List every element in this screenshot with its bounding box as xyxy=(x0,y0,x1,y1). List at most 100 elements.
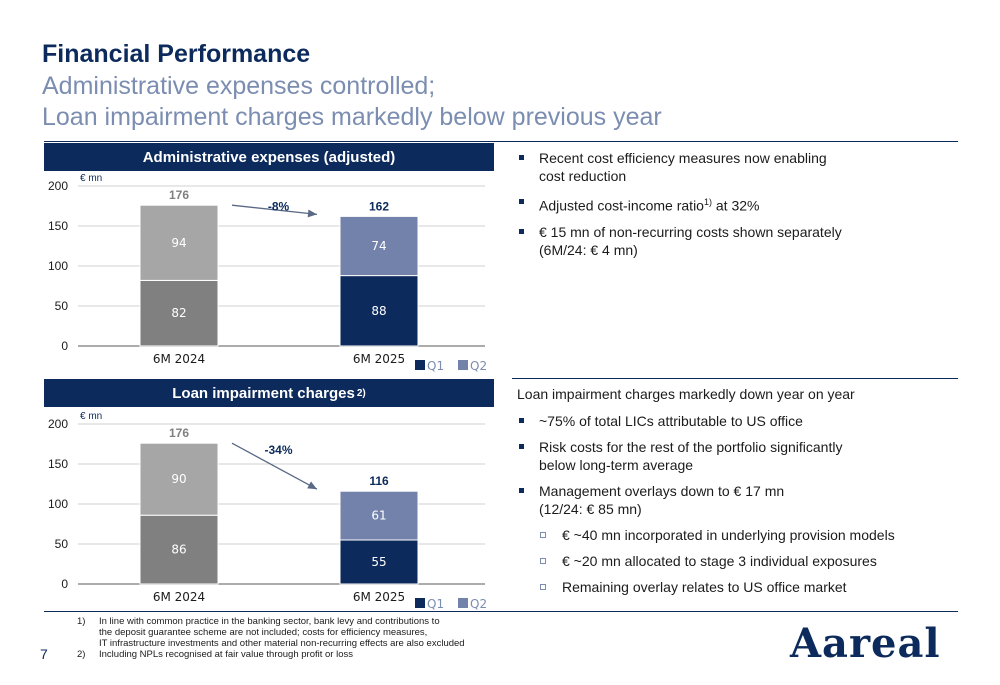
chart1-change-label: -34% xyxy=(264,443,292,457)
bottom-divider xyxy=(44,611,958,612)
admin-bullet-3-line-2: (6M/24: € 4 mn) xyxy=(539,241,638,258)
chart0-legend-label-q2: Q2 xyxy=(470,359,487,373)
loan-impairment-chart: 0 50 100 150 200 € mn 86 90 176 6M 2024 55 61 116 6M … xyxy=(40,410,500,620)
chart1-bar-q2 xyxy=(139,442,219,516)
chart1-legend-swatch-q2 xyxy=(458,598,468,608)
chart0-bar-value-label: 74 xyxy=(371,239,386,253)
lic-sub-bullet-3: Remaining overlay relates to US office m… xyxy=(517,578,957,596)
chart1-unit-label: € mn xyxy=(80,411,102,422)
chart0-legend-swatch-q1 xyxy=(415,360,425,370)
lic-intro: Loan impairment charges markedly down ye… xyxy=(517,386,855,402)
chart1-category-label: 6M 2024 xyxy=(153,590,205,604)
chart1-change-arrow-line xyxy=(231,442,318,490)
chart1-y-tick-label: 200 xyxy=(48,417,68,431)
page-title: Financial Performance xyxy=(42,40,311,68)
lic-bullet-2: Risk costs for the rest of the portfolio… xyxy=(517,438,957,474)
chart0-unit-label: € mn xyxy=(80,173,102,184)
chart0-legend-label-q1: Q1 xyxy=(427,359,444,373)
chart1-change-arrow-head xyxy=(307,481,317,490)
aareal-logo-text: Aareal xyxy=(790,620,941,667)
chart0-change-arrow-line xyxy=(231,204,318,216)
admin-bullet-3-line-1: € 15 mn of non-recurring costs shown sep… xyxy=(539,223,842,240)
admin-bullet-3: € 15 mn of non-recurring costs shown sep… xyxy=(517,223,957,259)
chart0-total-label: 176 xyxy=(169,188,189,202)
loan-impairment-heading: Loan impairment charges xyxy=(172,384,355,402)
footnote-2-text: Including NPLs recognised at fair value … xyxy=(99,649,353,660)
page-number: 7 xyxy=(40,646,48,662)
chart0-category-label: 6M 2024 xyxy=(153,352,205,366)
chart0-bar-q2 xyxy=(339,215,419,277)
chart0-total-label: 162 xyxy=(369,199,389,213)
admin-bullet-list: Recent cost efficiency measures now enab… xyxy=(517,149,957,267)
chart1-y-tick-label: 150 xyxy=(48,457,68,471)
footnotes: 1) In line with common practice in the b… xyxy=(77,616,557,660)
chart1-legend-swatch-q1 xyxy=(415,598,425,608)
chart0-change-label: -8% xyxy=(268,200,290,214)
chart1-y-tick-label: 100 xyxy=(48,497,68,511)
loan-impairment-header: Loan impairment charges 2) xyxy=(44,379,494,407)
chart1-bar-value-label: 86 xyxy=(171,543,186,557)
chart1-total-label: 176 xyxy=(169,426,189,440)
admin-expenses-svg: 0 50 100 150 200 € mn 82 94 176 6M 2024 88 74 162 6M … xyxy=(48,173,487,373)
footnote-1-line-1: In line with common practice in the bank… xyxy=(99,616,440,627)
chart0-y-tick-label: 100 xyxy=(48,259,68,273)
admin-bullet-1: Recent cost efficiency measures now enab… xyxy=(517,149,957,185)
lic-bullet-2-line-2: below long-term average xyxy=(539,457,694,473)
chart1-bar-q2 xyxy=(339,490,419,541)
chart1-bar-value-label: 61 xyxy=(371,509,386,523)
chart0-change-arrow-head xyxy=(307,209,317,218)
chart1-y-tick-label: 0 xyxy=(61,577,68,591)
loan-impairment-svg: 0 50 100 150 200 € mn 86 90 176 6M 2024 55 61 116 6M … xyxy=(48,411,487,611)
chart1-legend-label-q1: Q1 xyxy=(427,597,444,611)
chart0-bar-value-label: 88 xyxy=(371,304,386,318)
footnote-1-line-2: the deposit guarantee scheme are not inc… xyxy=(99,627,428,638)
admin-expenses-header: Administrative expenses (adjusted) xyxy=(44,143,494,171)
admin-expenses-heading: Administrative expenses (adjusted) xyxy=(142,148,396,166)
aareal-logo: Aareal xyxy=(790,622,960,666)
page-subtitle: Administrative expenses controlled; Loan… xyxy=(42,71,662,133)
footnote-2-number: 2) xyxy=(77,649,86,660)
footnote-1: 1) In line with common practice in the b… xyxy=(77,616,557,649)
lic-bullet-1: ~75% of total LICs attributable to US of… xyxy=(517,412,957,430)
footnote-2: 2) Including NPLs recognised at fair val… xyxy=(77,649,557,660)
lic-bullet-3: Management overlays down to € 17 mn (12/… xyxy=(517,482,957,518)
lic-sub-bullet-1: € ~40 mn incorporated in underlying prov… xyxy=(517,526,957,544)
chart0-bar-value-label: 82 xyxy=(171,306,186,320)
chart1-y-tick-label: 50 xyxy=(55,537,69,551)
chart0-legend-swatch-q2 xyxy=(458,360,468,370)
loan-impairment-heading-sup: 2) xyxy=(356,387,366,399)
chart0-bar-q1 xyxy=(339,275,419,347)
admin-bullet-2-text: Adjusted cost-income ratio xyxy=(539,197,704,214)
chart0-bar-q2 xyxy=(139,204,219,281)
chart1-bar-q1 xyxy=(139,514,219,585)
lic-bullet-3-line-2: (12/24: € 85 mn) xyxy=(539,501,642,517)
lic-bullet-2-line-1: Risk costs for the rest of the portfolio… xyxy=(539,439,843,455)
chart0-y-tick-label: 50 xyxy=(55,299,69,313)
chart0-y-tick-label: 150 xyxy=(48,219,68,233)
subtitle-line-1: Administrative expenses controlled; xyxy=(42,72,436,100)
footnote-1-number: 1) xyxy=(77,616,86,627)
lic-bullet-3-line-1: Management overlays down to € 17 mn xyxy=(539,483,785,499)
chart1-bar-value-label: 55 xyxy=(371,555,386,569)
chart1-bar-q1 xyxy=(339,539,419,585)
middle-divider-right xyxy=(512,378,958,379)
chart1-legend-label-q2: Q2 xyxy=(470,597,487,611)
chart0-y-tick-label: 200 xyxy=(48,179,68,193)
footnote-1-line-3: IT infrastructure investments and other … xyxy=(99,638,465,649)
admin-bullet-1-line-2: cost reduction xyxy=(539,168,627,184)
admin-bullet-2: Adjusted cost-income ratio1) at 32% xyxy=(517,193,957,215)
top-divider xyxy=(44,141,958,142)
admin-bullet-2-tail: at 32% xyxy=(711,197,760,214)
subtitle-line-2: Loan impairment charges markedly below p… xyxy=(42,103,662,131)
admin-bullet-2-sup: 1) xyxy=(703,197,712,207)
chart1-bar-value-label: 90 xyxy=(171,472,186,486)
lic-bullet-list: Loan impairment charges markedly down ye… xyxy=(517,385,957,604)
chart1-total-label: 116 xyxy=(369,474,389,488)
chart1-category-label: 6M 2025 xyxy=(353,590,405,604)
chart0-y-tick-label: 0 xyxy=(61,339,68,353)
admin-expenses-chart: 0 50 100 150 200 € mn 82 94 176 6M 2024 88 74 162 6M … xyxy=(40,172,500,382)
lic-sub-bullet-2: € ~20 mn allocated to stage 3 individual… xyxy=(517,552,957,570)
chart0-bar-value-label: 94 xyxy=(171,236,186,250)
chart0-category-label: 6M 2025 xyxy=(353,352,405,366)
admin-bullet-1-line-1: Recent cost efficiency measures now enab… xyxy=(539,150,827,166)
